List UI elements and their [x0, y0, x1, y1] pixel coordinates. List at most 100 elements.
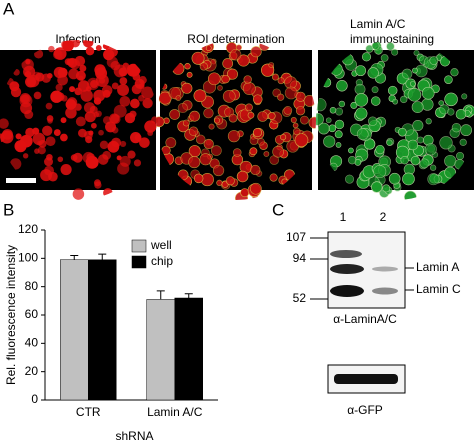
cell — [45, 136, 56, 147]
cell — [269, 173, 278, 182]
cell — [132, 73, 141, 81]
cell — [33, 91, 42, 100]
cell — [24, 70, 32, 78]
cell — [247, 111, 255, 119]
cell — [316, 97, 327, 112]
band — [330, 285, 364, 297]
cell — [182, 119, 190, 127]
cell — [188, 156, 201, 169]
cell — [413, 49, 420, 56]
cell — [65, 107, 77, 119]
cell — [75, 116, 86, 127]
cell — [459, 138, 467, 146]
lane-label: 1 — [340, 210, 347, 224]
cell — [95, 45, 102, 51]
cell — [119, 77, 128, 85]
cell — [65, 99, 77, 110]
cell — [272, 73, 279, 81]
cell — [102, 43, 110, 50]
cell — [72, 188, 85, 200]
cell — [42, 125, 53, 136]
cell — [371, 86, 379, 94]
cell — [412, 120, 424, 132]
cell — [191, 51, 205, 65]
marker-label: 94 — [293, 251, 307, 265]
cell — [308, 116, 316, 129]
panel-label: B — [3, 200, 14, 219]
cell — [177, 169, 189, 181]
cell — [117, 84, 130, 96]
cell — [325, 117, 332, 124]
cell — [86, 152, 95, 162]
image-title: Lamin A/C — [350, 17, 406, 31]
cell — [221, 74, 230, 84]
cell — [400, 155, 409, 165]
panel-label: C — [272, 200, 284, 219]
cell — [165, 137, 177, 149]
cell — [90, 122, 97, 129]
cell — [163, 117, 170, 124]
cell — [257, 137, 265, 146]
cell — [46, 153, 53, 161]
cell — [429, 56, 439, 65]
cell — [205, 45, 212, 51]
cell — [295, 106, 306, 116]
cell — [252, 94, 263, 105]
cell — [268, 62, 275, 68]
cell — [184, 63, 191, 70]
cell — [460, 124, 473, 137]
cell — [348, 147, 354, 154]
band-label: Lamin A — [416, 260, 459, 274]
cell — [61, 95, 68, 102]
cell — [133, 159, 142, 167]
cell — [208, 123, 215, 130]
band — [334, 374, 398, 384]
cell — [177, 102, 188, 114]
x-axis-label: shRNA — [115, 429, 153, 443]
cell — [371, 96, 381, 106]
y-tick-label: 20 — [25, 364, 39, 378]
cell — [410, 81, 416, 87]
cell — [404, 190, 417, 200]
cell — [225, 176, 235, 186]
cell — [77, 80, 90, 92]
cell — [407, 139, 419, 151]
cell — [111, 126, 119, 134]
cell — [334, 130, 343, 139]
cell — [386, 42, 395, 51]
cell — [69, 86, 76, 93]
cell — [419, 158, 430, 169]
cell — [37, 146, 46, 155]
cell — [57, 74, 68, 86]
cell — [277, 77, 285, 85]
cell — [193, 173, 204, 184]
bar — [174, 297, 203, 401]
cell — [72, 152, 83, 163]
cell — [267, 112, 276, 120]
error-bar — [98, 253, 107, 260]
cell — [14, 140, 27, 153]
cell — [60, 117, 67, 124]
cell — [447, 108, 455, 116]
cell — [22, 153, 29, 159]
cell — [189, 110, 200, 122]
cell — [45, 102, 53, 110]
cell — [300, 115, 309, 125]
cell — [84, 111, 96, 123]
cell — [392, 98, 399, 105]
cell — [412, 67, 418, 74]
cell — [323, 135, 336, 148]
cell — [199, 153, 212, 166]
bar — [60, 259, 89, 401]
cell — [386, 139, 393, 146]
cells — [0, 40, 158, 200]
marker-label: 107 — [286, 230, 306, 244]
cell — [75, 70, 86, 81]
band — [372, 266, 398, 272]
cell — [95, 110, 102, 118]
y-tick-label: 60 — [25, 307, 39, 321]
cell — [347, 156, 357, 165]
legend-label: chip — [151, 254, 173, 268]
cell — [15, 133, 22, 140]
